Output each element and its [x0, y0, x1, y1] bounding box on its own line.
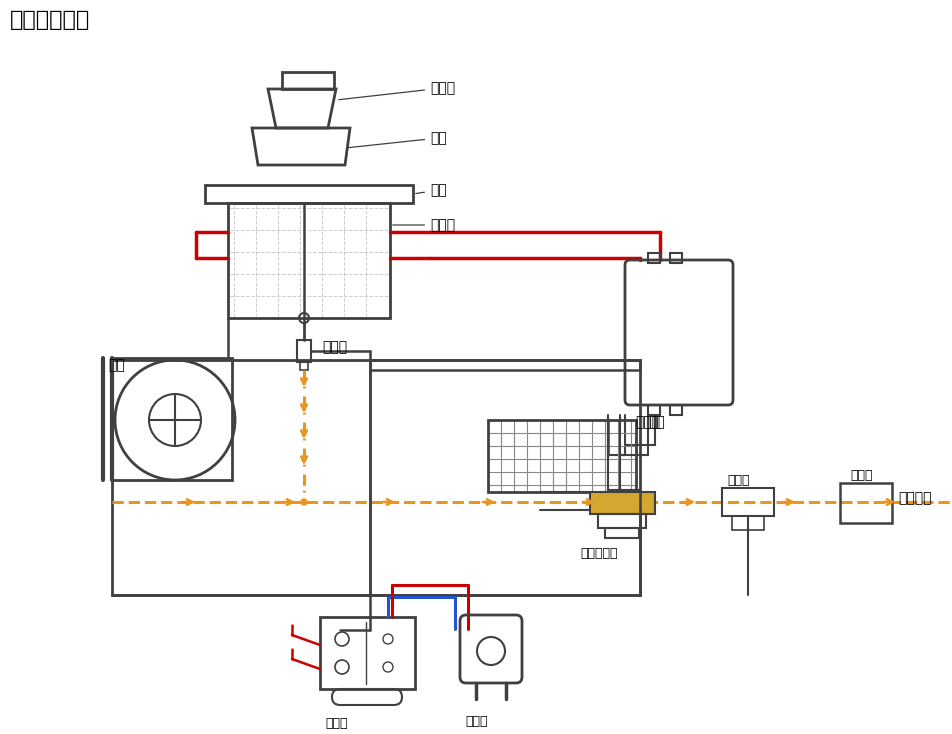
Bar [297, 340, 311, 362]
Bar [670, 253, 682, 263]
Text: 油门联动阀: 油门联动阀 [580, 547, 618, 560]
Bar [590, 492, 655, 514]
Text: 点火器: 点火器 [635, 415, 660, 429]
Bar [282, 72, 334, 89]
Text: 分火圈: 分火圈 [339, 81, 455, 100]
Text: 风罩: 风罩 [416, 183, 446, 197]
Bar [112, 360, 640, 595]
Text: 喷油嘴: 喷油嘴 [322, 340, 347, 354]
Bar [648, 405, 660, 415]
Bar [205, 185, 413, 203]
Text: 源插头: 源插头 [465, 715, 487, 728]
Bar [228, 203, 390, 318]
Bar [722, 488, 774, 516]
Text: 气包: 气包 [648, 415, 664, 429]
Text: 过滤器: 过滤器 [850, 469, 872, 482]
Text: 电磁阀: 电磁阀 [727, 474, 749, 487]
Bar [605, 528, 639, 538]
Bar [648, 253, 660, 263]
Text: 气动灶总装图: 气动灶总装图 [10, 10, 90, 30]
Text: 炉芯: 炉芯 [347, 131, 446, 148]
Bar [840, 483, 892, 523]
Circle shape [301, 499, 307, 505]
Text: 点火针: 点火针 [393, 218, 455, 232]
Bar [670, 405, 682, 415]
Text: 源开关: 源开关 [325, 717, 347, 730]
Text: 连接主油: 连接主油 [898, 491, 931, 505]
Bar [732, 516, 764, 530]
Bar [488, 420, 636, 492]
Bar [300, 362, 308, 370]
Bar [320, 617, 415, 689]
Bar [112, 358, 232, 480]
Bar [598, 514, 646, 528]
Text: 风机: 风机 [108, 358, 125, 372]
